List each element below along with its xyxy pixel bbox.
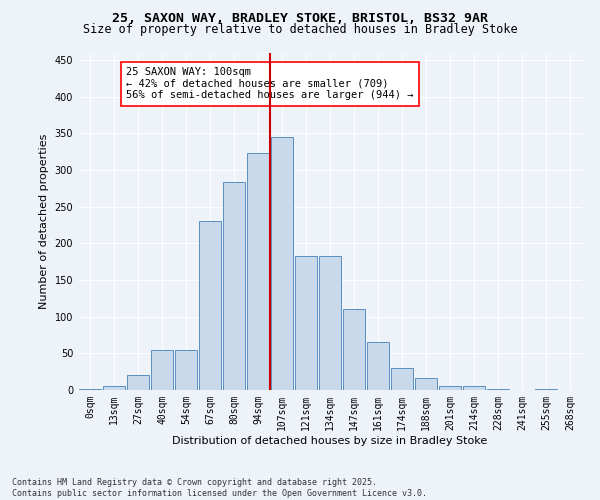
Bar (343, 310, 365, 390)
Bar (439, 386, 461, 390)
Bar (175, 350, 197, 390)
Bar (391, 368, 413, 390)
Bar (79, 388, 101, 390)
Bar (487, 388, 509, 390)
Bar (247, 153, 269, 390)
Text: Size of property relative to detached houses in Bradley Stoke: Size of property relative to detached ho… (83, 22, 517, 36)
Bar (535, 388, 557, 390)
X-axis label: Distribution of detached houses by size in Bradley Stoke: Distribution of detached houses by size … (172, 436, 488, 446)
Bar (319, 256, 341, 390)
Bar (463, 386, 485, 390)
Bar (295, 256, 317, 390)
Bar (103, 386, 125, 390)
Bar (367, 342, 389, 390)
Bar (415, 378, 437, 390)
Bar (127, 376, 149, 390)
Y-axis label: Number of detached properties: Number of detached properties (39, 134, 49, 309)
Text: Contains HM Land Registry data © Crown copyright and database right 2025.
Contai: Contains HM Land Registry data © Crown c… (12, 478, 427, 498)
Bar (223, 182, 245, 390)
Text: 25 SAXON WAY: 100sqm
← 42% of detached houses are smaller (709)
56% of semi-deta: 25 SAXON WAY: 100sqm ← 42% of detached h… (126, 67, 413, 100)
Text: 25, SAXON WAY, BRADLEY STOKE, BRISTOL, BS32 9AR: 25, SAXON WAY, BRADLEY STOKE, BRISTOL, B… (112, 12, 488, 26)
Bar (151, 350, 173, 390)
Bar (199, 221, 221, 390)
Bar (271, 137, 293, 390)
